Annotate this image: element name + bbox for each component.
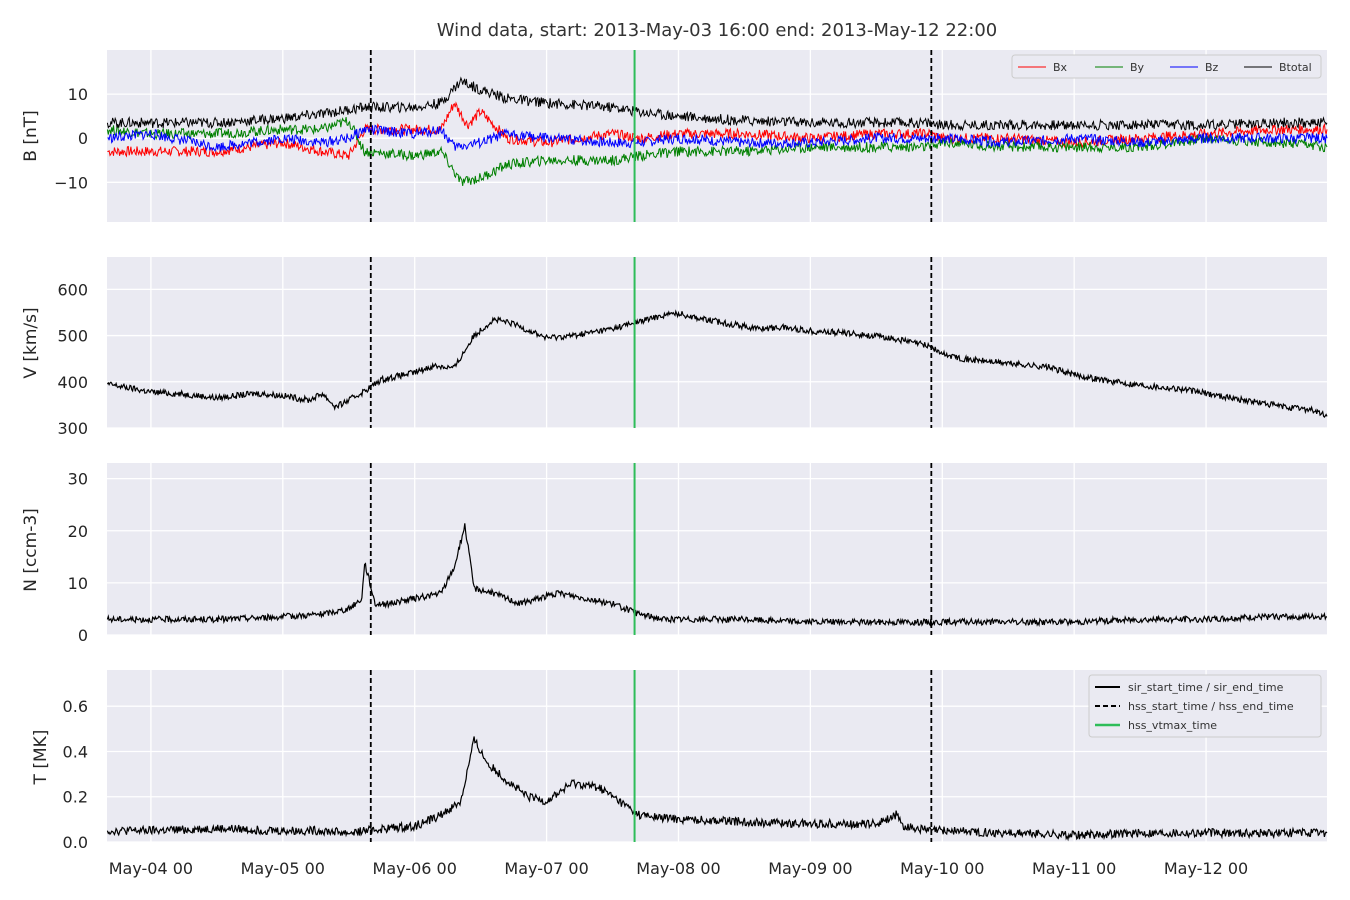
x-tick-label: May-06 00: [373, 859, 457, 878]
event-legend: sir_start_time / sir_end_time hss_start_…: [1088, 674, 1322, 738]
panel-t-y-label: T [MK]: [31, 730, 51, 786]
y-tick-label: 0.6: [63, 697, 88, 716]
panel-t: 0.0 0.2 0.4 0.6 T [MK] sir_start_time / sir…: [31, 670, 1328, 852]
y-tick-label: 0.2: [63, 788, 88, 807]
panel-b: −10 0 10 B [nT] Bx By Bz Btotal: [21, 50, 1328, 222]
panel-n-event-lines: [369, 463, 933, 635]
panel-b-series: [106, 76, 1328, 186]
chart-title: Wind data, start: 2013-May-03 16:00 end:…: [437, 20, 997, 41]
panel-b-y-label: B [nT]: [21, 110, 41, 162]
y-tick-label: 0: [78, 626, 88, 645]
y-tick-label: 500: [57, 327, 88, 346]
series-line-t: [106, 736, 1328, 842]
event-legend-label-sir: sir_start_time / sir_end_time: [1128, 681, 1284, 694]
panel-n-background: [107, 463, 1327, 635]
x-tick-label: May-12 00: [1164, 859, 1248, 878]
panel-v-background: [107, 257, 1327, 428]
y-tick-label: −10: [54, 173, 88, 192]
x-tick-label: May-09 00: [768, 859, 852, 878]
panel-v-y-ticks: 300 400 500 600: [57, 280, 88, 438]
y-tick-label: 600: [57, 280, 88, 299]
series-line-bz: [107, 124, 1328, 153]
panel-v: 300 400 500 600 V [km/s]: [21, 257, 1328, 438]
panel-v-series: [106, 309, 1328, 419]
panel-v-event-lines: [369, 257, 933, 428]
y-tick-label: 0.4: [63, 742, 88, 761]
panel-v-y-label: V [km/s]: [21, 307, 41, 378]
event-legend-label-vtmax: hss_vtmax_time: [1128, 719, 1217, 732]
panel-t-y-ticks: 0.0 0.2 0.4 0.6: [63, 697, 88, 852]
b-legend: Bx By Bz Btotal: [1011, 54, 1322, 79]
b-legend-box: [1011, 54, 1322, 79]
panel-n-series: [106, 523, 1328, 627]
y-tick-label: 0: [78, 129, 88, 148]
event-legend-label-hss: hss_start_time / hss_end_time: [1128, 700, 1294, 713]
y-tick-label: 0.0: [63, 833, 88, 852]
x-axis-tick-labels: May-04 00 May-05 00 May-06 00 May-07 00 May-…: [109, 859, 1249, 878]
x-tick-label: May-11 00: [1032, 859, 1116, 878]
y-tick-label: 30: [68, 470, 88, 489]
series-line-by: [106, 117, 1328, 186]
y-tick-label: 400: [57, 373, 88, 392]
x-tick-label: May-07 00: [504, 859, 588, 878]
panel-v-grid: [107, 257, 1327, 429]
x-tick-label: May-08 00: [636, 859, 720, 878]
b-legend-label-bx: Bx: [1053, 61, 1068, 74]
panel-t-series: [106, 736, 1328, 842]
series-line-btotal: [106, 76, 1328, 132]
panel-b-event-lines: [369, 50, 933, 222]
series-line-v: [106, 309, 1328, 419]
x-tick-label: May-10 00: [900, 859, 984, 878]
y-tick-label: 300: [57, 419, 88, 438]
series-line-n: [106, 523, 1328, 627]
panel-n-y-label: N [ccm-3]: [21, 508, 41, 592]
b-legend-label-bz: Bz: [1205, 61, 1219, 74]
b-legend-label-by: By: [1130, 61, 1145, 74]
x-tick-label: May-05 00: [241, 859, 325, 878]
y-tick-label: 10: [68, 85, 88, 104]
y-tick-label: 20: [68, 522, 88, 541]
panel-n: 0 10 20 30 N [ccm-3]: [21, 463, 1328, 645]
event-legend-box: [1088, 674, 1322, 738]
b-legend-label-btotal: Btotal: [1279, 61, 1312, 74]
panel-n-y-ticks: 0 10 20 30: [68, 470, 88, 645]
y-tick-label: 10: [68, 574, 88, 593]
panel-t-event-lines: [369, 670, 933, 842]
panel-n-grid: [107, 463, 1327, 636]
panel-b-y-ticks: −10 0 10: [54, 85, 88, 192]
x-tick-label: May-04 00: [109, 859, 193, 878]
